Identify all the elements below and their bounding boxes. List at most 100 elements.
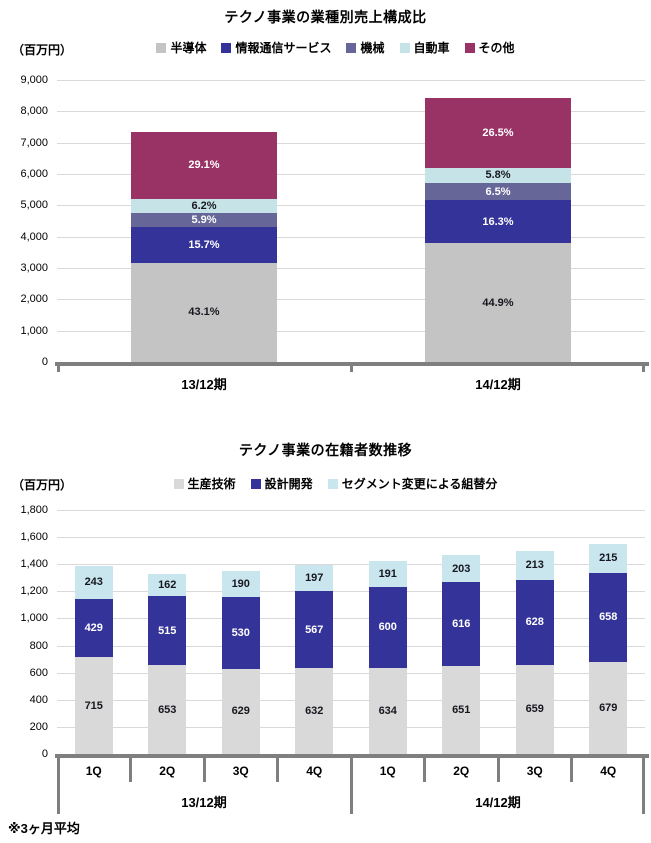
gridline-600 — [57, 672, 645, 674]
legend-item-2: セグメント変更による組替分 — [327, 475, 498, 492]
bar-q5-seg-0: 651 — [442, 665, 481, 754]
chart1-legend: 半導体 情報通信サービス 機械 自動車 その他 — [40, 39, 631, 56]
bar-q6-seg-0: 659 — [515, 664, 554, 754]
y-tick-label-1800: 1,800 — [20, 504, 48, 516]
bar-q2-seg-1: 530 — [221, 596, 260, 669]
chart1-plot: 43.1% 15.7% 5.9% 6.2% 29.1% 44.9% 16.3% 6.5% 5.8… — [55, 80, 649, 366]
period-separator-2 — [642, 758, 645, 814]
chart2-x-axis: 1Q 2Q 3Q 4Q 13/12期 1Q 2Q 3Q 4Q 14/12期 — [57, 758, 645, 820]
period-separator-0 — [57, 758, 60, 814]
bar-segment-value: 628 — [525, 616, 544, 629]
quarter-separator-2 — [276, 758, 279, 782]
bar-q7-seg-0: 679 — [589, 661, 628, 754]
x-tick-2 — [642, 366, 645, 372]
y-tick-label-0: 0 — [41, 356, 48, 368]
chart2-unit-label: （百万円） — [12, 478, 73, 492]
bar-q0-seg-2: 243 — [74, 566, 113, 599]
x-quarter-label-4: 1Q — [379, 764, 396, 778]
legend-item-label: 情報通信サービス — [235, 41, 332, 55]
legend-item-3: 自動車 — [399, 39, 450, 56]
bar-segment-value: 600 — [378, 621, 397, 634]
y-tick-label-800: 800 — [29, 639, 48, 652]
bar-segment-value: 5.8% — [485, 169, 511, 182]
legend-item-label: セグメント変更による組替分 — [341, 477, 498, 491]
chart1-title: テクノ事業の業種別売上構成比 — [224, 9, 427, 25]
x-axis-line — [55, 754, 649, 758]
gridline-800 — [57, 645, 645, 647]
bar-segment-value: 26.5% — [482, 126, 514, 139]
gridline-9000 — [57, 80, 645, 81]
y-tick-label-6000: 6,000 — [20, 168, 48, 180]
legend-item-label: 生産技術 — [187, 477, 236, 491]
legend-item-1: 情報通信サービス — [221, 39, 331, 56]
bar-segment-value: 530 — [231, 626, 250, 639]
legend-item-label: 半導体 — [170, 41, 207, 55]
bar-segment-value: 429 — [84, 622, 103, 634]
gridline-200 — [57, 726, 645, 728]
bar-segment-value: 197 — [305, 572, 324, 585]
gridline-2000 — [57, 299, 645, 301]
legend-swatch-icon — [327, 478, 338, 489]
y-tick-label-8000: 8,000 — [20, 105, 48, 118]
x-axis-line — [55, 362, 649, 366]
legend-swatch-icon — [173, 478, 184, 489]
bar-segment-value: 629 — [231, 705, 250, 718]
legend-item-label: 自動車 — [413, 41, 450, 55]
x-tick-1 — [349, 366, 353, 372]
bar-segment-value: 16.3% — [482, 215, 514, 228]
bar-q2-seg-2: 190 — [221, 571, 260, 597]
y-tick-label-1600: 1,600 — [20, 531, 48, 544]
bar-segment-value: 515 — [158, 624, 177, 637]
quarter-separator-3 — [423, 758, 426, 782]
bar-segment-value: 632 — [305, 705, 324, 718]
chart1-y-axis: 0 1,000 2,000 3,000 4,000 5,000 6,000 7,000 8,00… — [0, 74, 50, 368]
chart2-footnote: ※3ヶ月平均 — [8, 821, 80, 836]
legend-item-label: その他 — [478, 41, 515, 55]
bar-14/12期-seg-4: 26.5% — [425, 97, 571, 168]
gridline-1600 — [57, 537, 645, 539]
y-tick-label-1000: 1,000 — [20, 324, 48, 337]
chart-headcount-trend: テクノ事業の在籍者数推移 （百万円） 生産技術 設計開発 セグメント変更による組替分… — [0, 430, 651, 843]
gridline-1400 — [57, 564, 645, 566]
quarter-separator-5 — [570, 758, 573, 782]
bar-13/12期-seg-4: 29.1% — [131, 131, 277, 199]
period-separator-1 — [349, 758, 353, 814]
legend-item-2: 機械 — [346, 39, 385, 56]
gridline-3000 — [57, 268, 645, 269]
bar-q6-seg-1: 628 — [515, 579, 554, 665]
legend-swatch-icon — [156, 42, 167, 53]
bar-segment-value: 44.9% — [482, 296, 514, 309]
legend-item-1: 設計開発 — [250, 475, 313, 492]
legend-item-label: 機械 — [360, 41, 385, 55]
y-tick-label-3000: 3,000 — [20, 262, 48, 274]
bar-13/12期-seg-1: 15.7% — [131, 226, 277, 263]
bar-segment-value: 653 — [158, 703, 177, 716]
bar-13/12期-seg-0: 43.1% — [131, 262, 277, 362]
x-quarter-label-1: 2Q — [159, 764, 176, 778]
x-quarter-label-3: 4Q — [306, 764, 323, 778]
bar-q3-seg-2: 197 — [295, 564, 334, 592]
bar-q4-seg-1: 600 — [368, 586, 407, 669]
bar-segment-value: 6.5% — [485, 185, 511, 198]
x-period-label-14/12期: 14/12期 — [475, 795, 521, 810]
legend-swatch-icon — [250, 478, 261, 489]
legend-item-0: 半導体 — [156, 39, 206, 56]
legend-swatch-icon — [221, 42, 232, 53]
bar-segment-value: 162 — [158, 578, 177, 591]
bar-q5-seg-1: 616 — [442, 582, 481, 666]
bar-q2-seg-0: 629 — [221, 668, 260, 754]
bar-q7-seg-1: 658 — [589, 572, 628, 662]
bar-q0-seg-0: 715 — [74, 657, 113, 754]
gridline-1000 — [57, 618, 645, 620]
bar-segment-value: 6.2% — [191, 199, 217, 212]
y-tick-label-600: 600 — [29, 666, 48, 679]
gridline-7000 — [57, 142, 645, 144]
gridline-400 — [57, 699, 645, 701]
bar-14/12期-seg-3: 5.8% — [425, 167, 571, 183]
bar-14/12期-seg-0: 44.9% — [425, 243, 571, 362]
legend-swatch-icon — [346, 42, 357, 53]
bar-segment-value: 29.1% — [188, 159, 220, 172]
y-tick-label-1000: 1,000 — [20, 612, 48, 625]
quarter-separator-4 — [496, 758, 500, 782]
